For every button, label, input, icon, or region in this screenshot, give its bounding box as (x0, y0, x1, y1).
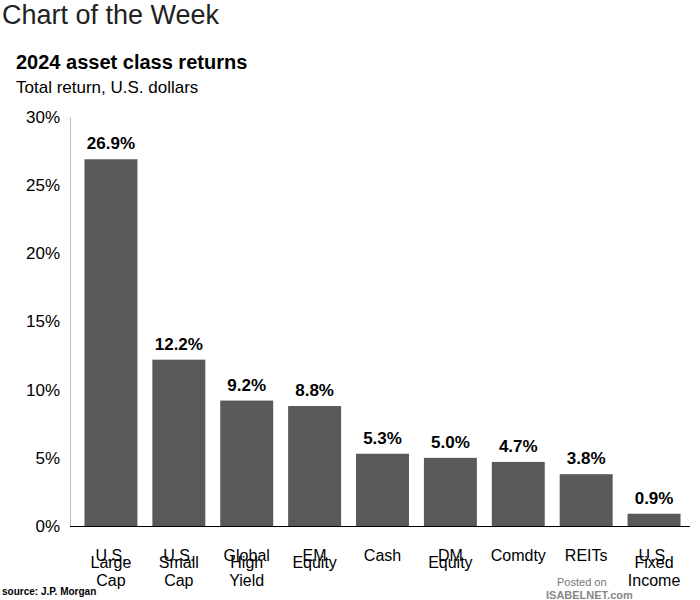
x-tick-label-line: Equity (292, 554, 336, 571)
x-tick-label: EMEquity (292, 547, 336, 571)
x-axis: U.S.LargeCap U.S.SmallCap GlobalHighYield E… (70, 526, 690, 589)
x-tick: Cash (364, 526, 401, 564)
y-tick: 15% (26, 312, 70, 331)
y-tick: 10% (26, 381, 70, 400)
data-label: 5.3% (363, 429, 402, 448)
x-tick-label: DMEquity (428, 547, 472, 571)
data-label: 8.8% (295, 381, 334, 400)
bar (152, 360, 205, 526)
y-tick-label: 25% (26, 176, 60, 195)
x-tick-label-line: Yield (229, 572, 264, 589)
x-tick: EMEquity (292, 526, 336, 571)
y-tick: 30% (26, 108, 70, 127)
watermark: ISABELNET.com (546, 589, 633, 600)
x-tick-label-line: High (230, 554, 263, 571)
x-tick-label: U.S.SmallCap (159, 547, 199, 589)
x-tick: U.S.FixedIncome (628, 526, 681, 589)
bar (356, 454, 409, 526)
bars (84, 159, 680, 526)
y-tick: 25% (26, 176, 70, 195)
data-label: 3.8% (567, 449, 606, 468)
source: source: J.P. Morgan (2, 586, 96, 597)
y-tick-label: 15% (26, 312, 60, 331)
bar (560, 474, 613, 526)
x-tick-label-line: Income (628, 572, 681, 589)
bar (220, 401, 273, 526)
data-label: 4.7% (499, 437, 538, 456)
bar (492, 462, 545, 526)
y-axis: 0% 5% 10% 15% 20% 25% 30% (26, 108, 71, 536)
bar (424, 458, 477, 526)
y-tick-label: 10% (26, 381, 60, 400)
y-tick-label: 0% (35, 517, 60, 536)
bar (288, 406, 341, 526)
y-axis-line (70, 118, 71, 527)
y-tick: 0% (35, 517, 70, 536)
x-tick-label-line: REITs (565, 547, 608, 564)
data-label: 5.0% (431, 433, 470, 452)
subtitle: Total return, U.S. dollars (16, 78, 198, 97)
x-tick-label-line: Cap (96, 572, 125, 589)
x-tick-label-line: Fixed (634, 554, 673, 571)
y-tick: 5% (35, 449, 70, 468)
x-tick-label: GlobalHighYield (224, 547, 270, 589)
chart: Chart of the Week 2024 asset class return… (0, 0, 700, 600)
bar (84, 159, 137, 526)
x-tick: U.S.SmallCap (159, 526, 199, 589)
y-tick-label: 30% (26, 108, 60, 127)
x-tick-label: REITs (565, 547, 608, 564)
x-tick-label-line: Comdty (491, 547, 546, 564)
y-tick-label: 5% (35, 449, 60, 468)
x-tick-label-line: Cash (364, 547, 401, 564)
x-tick: Comdty (491, 526, 546, 564)
y-tick: 20% (26, 244, 70, 263)
title: 2024 asset class returns (16, 51, 247, 73)
x-tick: GlobalHighYield (224, 526, 270, 589)
data-label: 26.9% (87, 134, 135, 153)
y-tick-label: 20% (26, 244, 60, 263)
x-tick: REITs (565, 526, 608, 564)
data-label: 12.2% (155, 335, 203, 354)
x-tick-label-line: Small (159, 554, 199, 571)
data-label: 9.2% (227, 376, 266, 395)
x-tick-label-line: Equity (428, 554, 472, 571)
data-labels: 26.9% 12.2% 9.2% 8.8% 5.3% 5.0% 4.7% 3.8% 0.9% (87, 134, 674, 507)
x-tick-label-line: Cap (164, 572, 193, 589)
x-tick-label: U.S.FixedIncome (628, 547, 681, 589)
x-axis-line (70, 526, 690, 527)
bar (628, 514, 681, 526)
x-tick-label: Comdty (491, 547, 546, 564)
supertitle: Chart of the Week (2, 0, 220, 30)
x-tick-label-line: Large (90, 554, 131, 571)
data-label: 0.9% (635, 489, 674, 508)
x-tick: U.S.LargeCap (90, 526, 131, 589)
x-tick: DMEquity (428, 526, 472, 571)
x-tick-label: U.S.LargeCap (90, 547, 131, 589)
x-tick-label: Cash (364, 547, 401, 564)
watermark: Posted on (557, 576, 607, 588)
